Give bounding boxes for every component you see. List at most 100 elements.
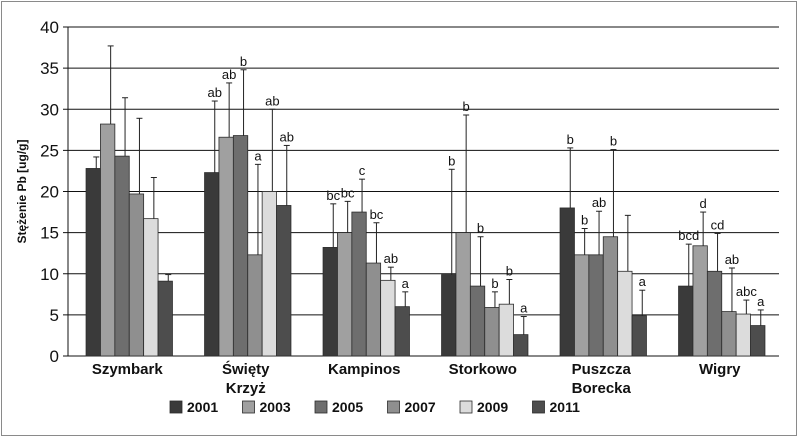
bar [100,123,116,357]
y-tick-label: 10 [40,265,59,284]
legend-label: 2005 [332,399,363,415]
bar [574,254,590,357]
bar [559,207,575,357]
significance-label: ab [222,67,236,82]
significance-label: b [581,213,588,228]
bar [588,254,604,357]
legend-label: 2007 [405,399,436,415]
category-label-line: Kampinos [328,361,401,378]
significance-label: b [463,99,470,114]
bar [261,191,277,357]
significance-label: d [700,196,707,211]
legend-swatch [532,400,545,414]
bar [114,155,130,357]
significance-label: a [254,148,262,163]
significance-label: ab [280,129,294,144]
bar [322,247,338,357]
significance-label: a [520,301,528,316]
category-label: Puszcza Borecka [572,361,632,397]
bar [128,193,145,357]
bar [678,285,694,357]
bar [232,135,249,357]
significance-label: b [240,54,247,69]
significance-label: ab [208,85,222,100]
legend-swatch [387,400,400,414]
significance-label: abc [736,284,757,299]
bar [513,334,529,357]
significance-label: b [567,132,574,147]
legend-swatch [314,400,328,414]
significance-label: ab [265,93,279,108]
bar [735,313,751,357]
significance-label: a [402,276,410,291]
y-tick-label: 20 [40,183,59,202]
significance-label: b [477,221,484,236]
category-label-line: Szymbark [92,361,164,378]
y-tick-label: 25 [40,141,59,160]
category-label-line: Borecka [572,380,632,397]
y-axis-label: Stężenie Pb [ug/g] [15,139,29,243]
significance-label: bcd [678,228,699,243]
legend-label: 2003 [260,399,291,415]
category-label: Wigry [699,361,741,378]
bar [469,285,486,357]
significance-label: cd [711,217,725,232]
significance-label: ab [592,195,606,210]
bar [602,236,619,357]
category-label: Święty Krzyż [222,360,270,397]
bar [394,306,410,357]
bar [143,218,159,357]
bar [247,254,263,357]
significance-label: a [757,294,765,309]
category-label-line: Puszcza [572,361,632,378]
bar [441,274,457,357]
legend-label: 2011 [550,399,581,415]
significance-label: ab [384,251,398,266]
legend-swatch [169,400,183,414]
bar [365,262,382,357]
bar [750,325,766,357]
category-label-line: Święty [222,360,270,378]
y-tick-label: 0 [50,347,59,366]
legend-swatch [459,400,473,414]
y-tick-label: 35 [40,59,59,78]
bar [204,172,220,357]
significance-label: b [491,276,498,291]
category-label: Storkowo [449,361,517,378]
bar [631,315,647,357]
bar [498,303,514,357]
category-label-line: Storkowo [449,361,517,378]
bar [218,136,234,357]
significance-label: b [448,153,455,168]
legend-swatch [242,400,255,414]
bar [706,270,723,357]
bar [721,311,737,357]
bar [455,232,471,357]
bar [692,245,708,357]
significance-label: b [610,134,617,149]
significance-label: ab [725,252,739,267]
significance-label: a [639,274,647,289]
bar [85,168,101,357]
significance-label: bc [341,185,355,200]
y-tick-label: 30 [40,100,59,119]
bar [380,279,396,357]
legend-label: 2009 [477,399,508,415]
bar [157,280,173,357]
bar [351,211,367,357]
y-tick-label: 40 [40,18,59,37]
legend-label: 2001 [187,399,218,415]
category-label: Szymbark [92,361,164,378]
significance-label: b [506,264,513,279]
significance-label: bc [326,188,340,203]
bar [484,307,500,357]
y-tick-label: 15 [40,224,59,243]
significance-label: bc [370,207,384,222]
bar [276,205,292,357]
significance-label: c [359,163,366,178]
y-tick-label: 5 [50,306,59,325]
category-label-line: Krzyż [226,380,266,397]
category-label: Kampinos [328,361,401,378]
